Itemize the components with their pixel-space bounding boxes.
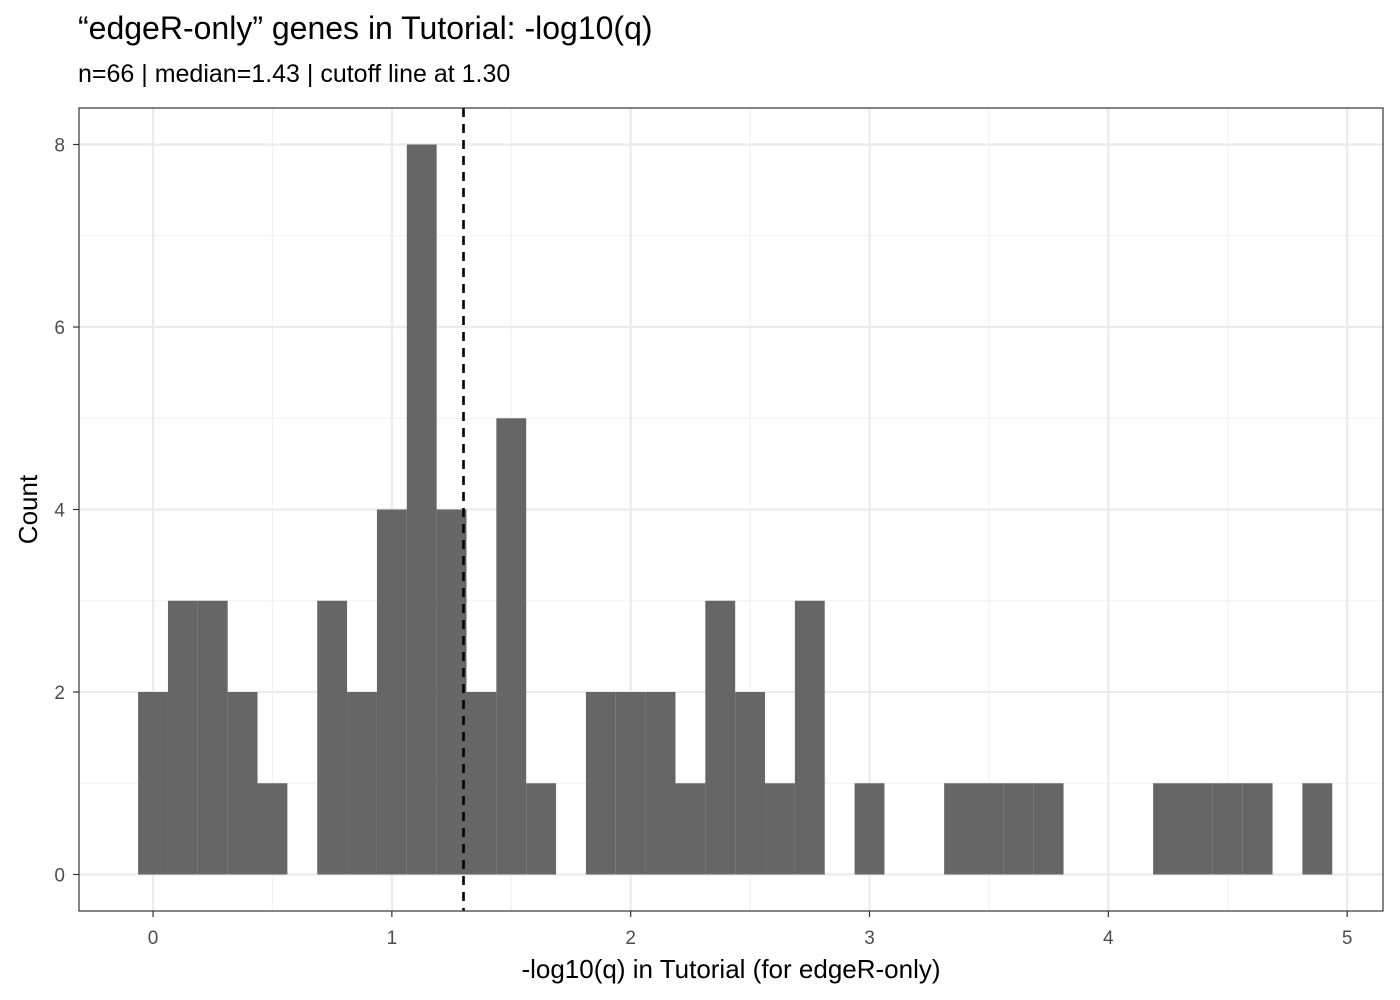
histogram-bar bbox=[257, 783, 288, 875]
histogram-bar bbox=[675, 783, 706, 875]
histogram-bar bbox=[317, 600, 348, 875]
y-tick-label: 0 bbox=[54, 866, 65, 887]
histogram-bar bbox=[944, 783, 975, 875]
y-axis-title: Count bbox=[13, 474, 43, 544]
histogram-bar bbox=[138, 692, 168, 875]
y-tick-label: 2 bbox=[54, 683, 65, 704]
x-tick-label: 0 bbox=[148, 928, 159, 949]
histogram-bar bbox=[974, 783, 1004, 875]
histogram-bar bbox=[496, 418, 527, 875]
histogram-bar bbox=[466, 692, 497, 875]
histogram-bar bbox=[1153, 783, 1183, 875]
histogram-bar bbox=[765, 783, 795, 875]
histogram-bar bbox=[406, 144, 437, 875]
x-tick-label: 4 bbox=[1103, 928, 1114, 949]
x-tick-label: 3 bbox=[864, 928, 875, 949]
histogram-bar bbox=[1302, 783, 1333, 875]
histogram-bars bbox=[138, 144, 1333, 875]
y-tick-label: 4 bbox=[54, 501, 65, 522]
histogram-bar bbox=[436, 509, 467, 875]
y-tick-label: 6 bbox=[54, 318, 65, 339]
histogram-bar bbox=[376, 509, 407, 875]
histogram-bar bbox=[585, 692, 616, 875]
histogram-bar bbox=[615, 692, 646, 875]
x-tick-label: 2 bbox=[625, 928, 636, 949]
chart-title: “edgeR-only” genes in Tutorial: -log10(q… bbox=[78, 10, 653, 46]
histogram-bar bbox=[347, 692, 377, 875]
histogram-bar bbox=[526, 783, 557, 875]
x-tick-label: 5 bbox=[1342, 928, 1353, 949]
histogram-bar bbox=[794, 600, 825, 875]
histogram-bar bbox=[854, 783, 885, 875]
histogram-bar bbox=[1242, 783, 1273, 875]
histogram-bar bbox=[735, 692, 766, 875]
histogram-bar bbox=[167, 600, 198, 875]
x-axis-title: -log10(q) in Tutorial (for edgeR-only) bbox=[521, 954, 940, 984]
y-tick-label: 8 bbox=[54, 136, 65, 157]
histogram-bar bbox=[197, 600, 228, 875]
histogram-bar bbox=[645, 692, 676, 875]
x-tick-label: 1 bbox=[387, 928, 398, 949]
histogram-bar bbox=[705, 600, 736, 875]
histogram-bar bbox=[1182, 783, 1213, 875]
histogram-bar bbox=[1212, 783, 1243, 875]
histogram-bar bbox=[1033, 783, 1064, 875]
histogram-bar bbox=[1003, 783, 1034, 875]
histogram-bar bbox=[227, 692, 258, 875]
axes: 0 1 2 3 4 5 0 2 4 6 8 bbox=[54, 136, 1352, 950]
chart-subtitle: n=66 | median=1.43 | cutoff line at 1.30 bbox=[78, 60, 511, 88]
